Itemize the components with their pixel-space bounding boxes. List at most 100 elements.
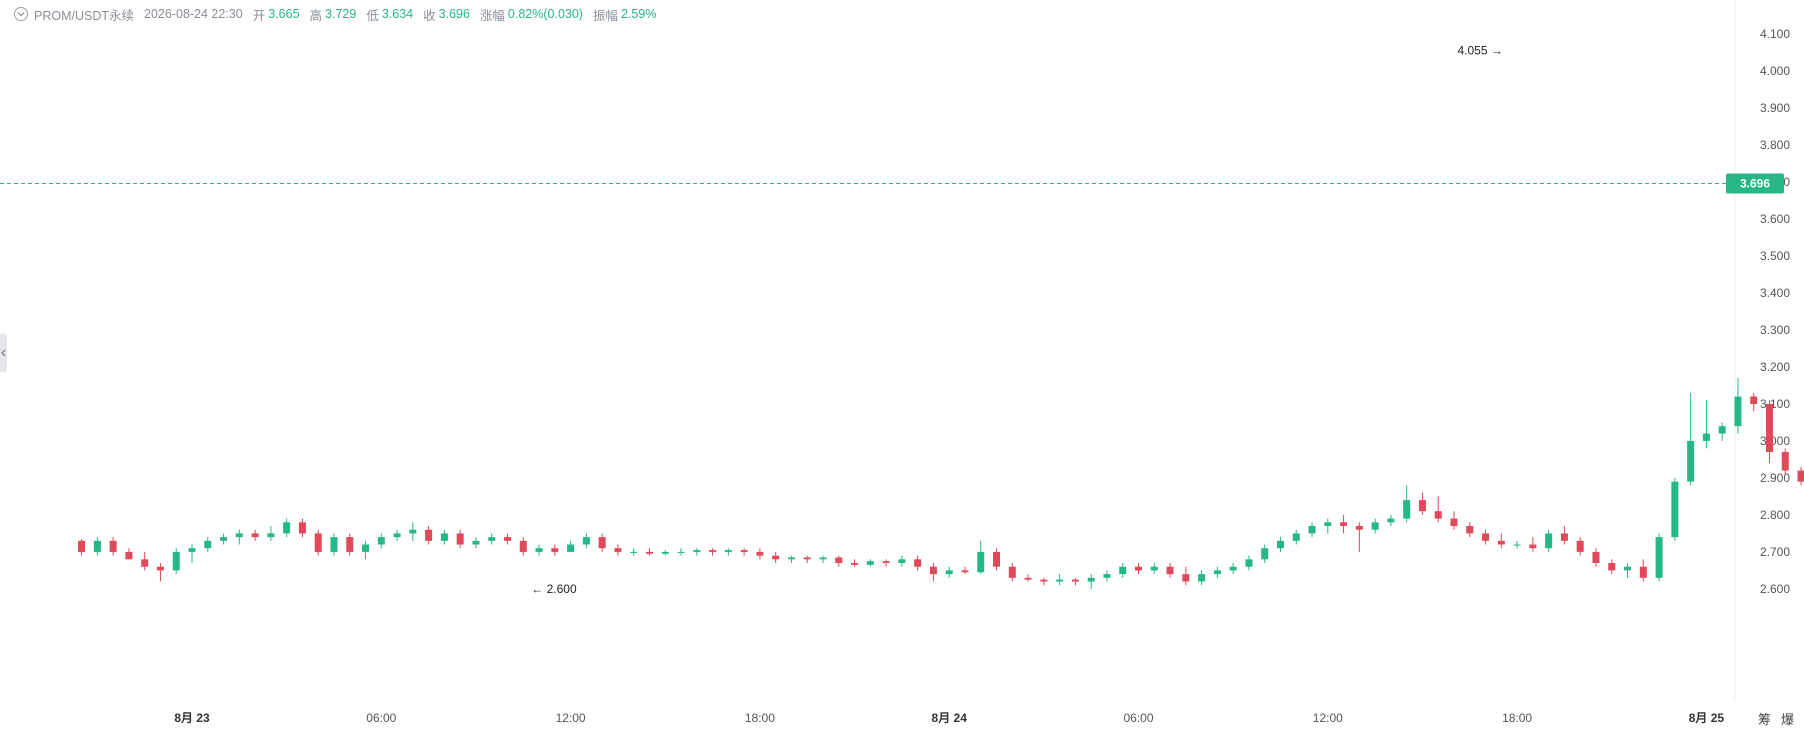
open-value: 3.665 (268, 7, 300, 21)
change-value: 0.82%(0.030) (507, 7, 583, 21)
candle (251, 533, 259, 538)
candle (519, 540, 527, 552)
y-tick-label: 3.800 (1760, 138, 1790, 152)
high-annotation: 4.055 → (1458, 44, 1503, 58)
candle (645, 551, 653, 554)
candle (1040, 579, 1048, 582)
chips-button[interactable]: 筹 (1757, 712, 1771, 727)
candle (851, 563, 859, 565)
candle (740, 550, 748, 552)
candle (1466, 526, 1474, 534)
candle (1355, 526, 1363, 530)
open-label: 开 (252, 8, 266, 23)
last-price-label: 3.696 (1740, 177, 1770, 191)
candle (661, 551, 669, 554)
low-label: 低 (366, 8, 379, 23)
candle (393, 533, 401, 538)
y-tick-label: 3.500 (1760, 249, 1790, 263)
candle (787, 557, 795, 560)
x-tick-label: 8月 24 (932, 711, 968, 725)
candle (1766, 403, 1773, 453)
y-tick-label: 2.800 (1760, 508, 1790, 522)
candle (582, 537, 590, 545)
candle (977, 551, 985, 573)
candle (961, 570, 969, 573)
candle (1529, 544, 1537, 549)
candle (1781, 452, 1789, 471)
candle (1324, 522, 1332, 527)
candle (504, 537, 511, 541)
candle (1671, 481, 1679, 538)
bar-time: 2026-08-24 22:30 (144, 7, 243, 21)
candle (1403, 500, 1411, 519)
candle (993, 551, 1001, 567)
candle (362, 544, 370, 552)
candle (835, 557, 843, 564)
change-label: 涨幅 (479, 8, 505, 23)
candle (1182, 574, 1190, 582)
candle (235, 533, 243, 538)
candle (1592, 551, 1600, 564)
candle (709, 550, 717, 552)
candle (425, 529, 433, 541)
candle (283, 522, 291, 534)
candle (1513, 544, 1521, 546)
candle (172, 551, 180, 571)
candle (551, 548, 559, 552)
candle (1213, 570, 1221, 575)
candle (772, 555, 780, 560)
last-price-tag (1726, 173, 1784, 194)
symbol-label: PROM/USDT永续 (34, 8, 135, 23)
candle (929, 566, 937, 575)
chart-tools: 筹 爆 (1758, 709, 1794, 728)
candle (535, 548, 543, 552)
candle (1340, 522, 1348, 527)
candle (472, 540, 480, 545)
candle (1292, 533, 1300, 541)
candle (1245, 559, 1253, 567)
y-tick-label: 3.400 (1760, 286, 1790, 300)
candle (914, 559, 922, 567)
x-tick-label: 8月 25 (1689, 711, 1725, 725)
ohlc-legend: PROM/USDT永续 2026-08-24 22:30 开 3.665 高 3… (14, 5, 666, 23)
candle (377, 537, 385, 545)
candle (1276, 540, 1284, 549)
candle (1545, 533, 1553, 549)
candle (693, 550, 701, 552)
candle (220, 537, 228, 541)
candle (440, 533, 448, 541)
candle (93, 540, 101, 552)
y-tick-label: 2.900 (1760, 471, 1790, 485)
chevron-down-icon[interactable] (14, 7, 28, 21)
x-tick-label: 18:00 (1502, 711, 1532, 725)
x-tick-label: 8月 23 (174, 711, 210, 725)
candle (1497, 540, 1505, 545)
candle (156, 566, 164, 571)
x-tick-label: 12:00 (556, 711, 586, 725)
side-panel-toggle[interactable] (0, 334, 7, 372)
low-value: 3.634 (381, 7, 414, 21)
candle (1655, 537, 1663, 578)
y-tick-label: 3.200 (1760, 360, 1790, 374)
candle (1135, 566, 1142, 571)
candle (488, 537, 496, 541)
candle (1624, 566, 1632, 571)
candle (567, 544, 575, 552)
y-tick-label: 3.000 (1760, 434, 1790, 448)
y-tick-label: 3.100 (1760, 397, 1790, 411)
x-tick-label: 12:00 (1313, 711, 1343, 725)
candle (882, 561, 890, 564)
candle (314, 533, 322, 552)
candle (78, 540, 86, 552)
candle (267, 533, 275, 538)
liquidation-button[interactable]: 爆 (1780, 712, 1794, 727)
candle (1103, 574, 1111, 578)
candle (1576, 540, 1584, 552)
candle (346, 537, 354, 552)
candle (298, 522, 306, 534)
candle (1166, 566, 1174, 575)
candle (1261, 548, 1269, 560)
amplitude-value: 2.59% (621, 7, 657, 21)
candle (945, 570, 953, 575)
